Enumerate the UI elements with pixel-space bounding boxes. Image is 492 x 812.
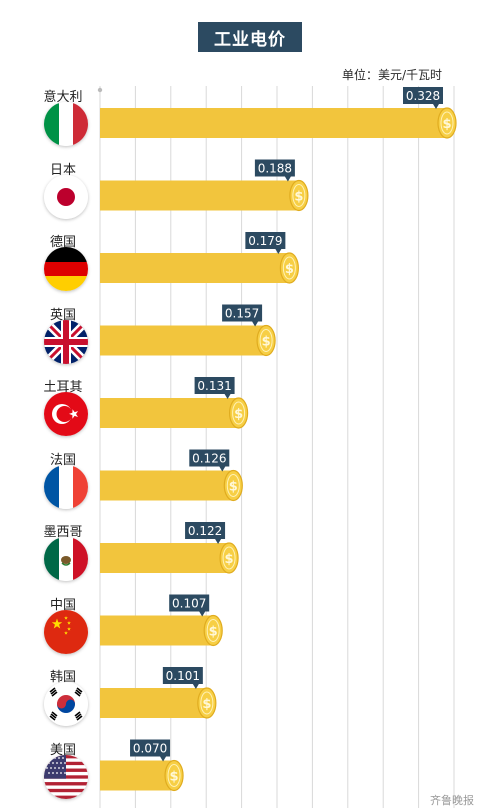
bar	[100, 180, 299, 211]
value-label-pointer	[284, 176, 291, 182]
value-label-pointer	[199, 611, 206, 617]
value-label-box	[189, 449, 230, 467]
coin-symbol: $	[170, 770, 179, 785]
country-label: 韩国	[49, 670, 76, 685]
value-label: 0.070	[133, 742, 167, 756]
bar-group: $0.122	[100, 522, 239, 574]
country-label: 日本	[49, 162, 76, 178]
value-label: 0.188	[258, 162, 292, 176]
coin-ring	[282, 256, 296, 280]
country-label: 英国	[49, 307, 76, 323]
uk-flag-icon	[44, 319, 88, 364]
value-label-box	[222, 304, 263, 322]
bar	[100, 108, 447, 138]
coin-symbol: $	[262, 335, 271, 350]
value-label-pointer	[219, 466, 226, 472]
country-label: 德国	[49, 235, 76, 250]
bar-group: $0.101	[100, 667, 217, 719]
korea-flag-icon	[44, 682, 88, 726]
value-label-pointer	[192, 684, 199, 689]
france-flag-icon	[44, 464, 88, 509]
country-label: 法国	[49, 452, 76, 468]
axis-dot	[97, 87, 103, 93]
country-label: 墨西哥	[43, 525, 83, 540]
coin-symbol: $	[202, 697, 211, 712]
value-label: 0.157	[225, 307, 259, 321]
bar	[100, 325, 267, 356]
coin-symbol: $	[442, 117, 451, 132]
bar-group: $0.126	[100, 449, 243, 502]
value-label-box	[162, 667, 203, 684]
coin-symbol: $	[294, 190, 303, 205]
value-label-box	[403, 87, 443, 104]
coin-ring	[259, 329, 273, 352]
value-label-pointer	[215, 539, 222, 544]
bar-group: $0.179	[100, 232, 299, 284]
value-label-pointer	[252, 321, 259, 327]
italy-flag-icon	[44, 102, 88, 146]
coin-ring	[200, 691, 214, 715]
value-label-box	[130, 739, 171, 757]
coin-symbol: $	[285, 262, 294, 277]
chart-title: 工业电价	[198, 22, 302, 52]
japan-flag-icon	[44, 174, 88, 219]
turkey-flag-icon	[44, 392, 88, 436]
value-label-pointer	[224, 394, 231, 399]
value-label-box	[254, 159, 295, 177]
usa-flag-icon	[44, 754, 88, 799]
unit-label: 单位：美元/千瓦时	[341, 68, 442, 82]
coin-symbol: $	[229, 480, 238, 495]
bar	[100, 543, 230, 573]
value-label: 0.126	[192, 452, 226, 466]
value-label-pointer	[160, 756, 167, 762]
value-label: 0.179	[248, 234, 282, 248]
value-label: 0.131	[197, 379, 231, 393]
bar-group: $0.157	[100, 304, 276, 357]
bar-group: $0.070	[100, 739, 184, 792]
germany-flag-icon	[44, 247, 88, 291]
bar	[100, 253, 290, 283]
country-label: 美国	[49, 742, 76, 758]
value-label-box	[169, 594, 210, 612]
coin-ring	[232, 401, 246, 425]
mexico-flag-icon	[44, 537, 88, 581]
coin-ring	[222, 546, 236, 570]
value-label: 0.328	[406, 89, 440, 103]
coin-ring	[440, 111, 454, 135]
value-label: 0.122	[188, 524, 222, 538]
value-label-box	[194, 377, 235, 394]
coin-symbol: $	[225, 552, 234, 567]
coin-ring	[292, 184, 306, 207]
coin-ring	[206, 619, 220, 642]
bar-group: $0.188	[100, 159, 309, 212]
bar	[100, 760, 175, 791]
value-label: 0.101	[166, 669, 200, 683]
country-label: 意大利	[43, 90, 83, 105]
bar	[100, 688, 207, 718]
country-label: 中国	[49, 597, 76, 613]
bar-group: $0.107	[100, 594, 223, 647]
value-label-pointer	[275, 249, 282, 254]
bar	[100, 470, 234, 501]
bar-group: $0.328	[100, 87, 457, 139]
coin-ring	[167, 764, 181, 787]
country-label: 土耳其	[43, 380, 83, 395]
value-label-pointer	[433, 104, 439, 109]
bar	[100, 398, 239, 428]
china-flag-icon	[44, 609, 88, 654]
coin-symbol: $	[234, 407, 243, 422]
watermark: 齐鲁晚报	[430, 794, 474, 807]
value-label: 0.107	[172, 597, 206, 611]
bar-group: $0.131	[100, 377, 249, 429]
bar	[100, 615, 214, 646]
coin-symbol: $	[209, 625, 218, 640]
value-label-box	[245, 232, 286, 249]
coin-ring	[226, 474, 240, 497]
value-label-box	[185, 522, 226, 539]
